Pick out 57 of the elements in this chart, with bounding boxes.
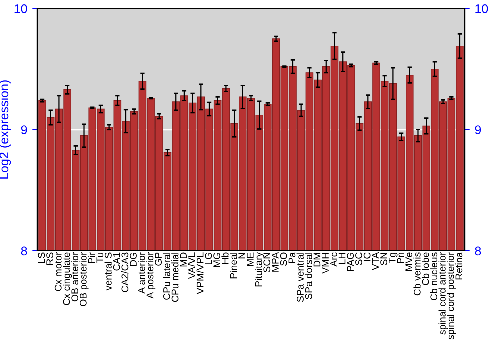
x-tick-label: SC xyxy=(356,252,362,266)
x-tick-label: SPa dorsal xyxy=(305,252,312,300)
x-tick-label: MG xyxy=(214,253,220,268)
x-tick-label: CA1 xyxy=(113,252,120,271)
x-tick-label: Retina xyxy=(455,252,463,280)
x-tick-label: Cx cingulate xyxy=(63,252,72,306)
x-tick-label: Pir xyxy=(88,252,96,264)
x-tick-label: VTA xyxy=(372,252,380,270)
x-tick-label: spinal cord anterior xyxy=(438,252,448,335)
x-tick-label: Cb vermis xyxy=(414,252,421,296)
x-tick-label: SPa ventral xyxy=(296,252,304,302)
y-tick-label: 8 xyxy=(21,246,28,256)
x-tick-label: Tu xyxy=(96,252,104,264)
x-tick-label: CA2/CA3 xyxy=(121,252,129,292)
x-tick-label: OB anterior xyxy=(71,252,79,302)
x-tick-label: A posterior xyxy=(146,252,156,299)
y2-tick-label: 8 xyxy=(475,246,482,256)
x-tick-label: ventral S xyxy=(104,252,112,291)
y2-tick-label: 9 xyxy=(475,126,482,134)
x-tick-label: Arc xyxy=(330,252,338,267)
x-tick-label: SCN xyxy=(264,253,271,272)
x-tick-label: IC xyxy=(364,252,371,262)
x-tick-label: CPu medial xyxy=(172,252,179,302)
x-tick-label: Pituitary xyxy=(255,252,264,287)
y-tick-label: 9 xyxy=(21,126,28,134)
x-tick-label: CPu lateral xyxy=(163,252,170,300)
x-tick-label: Tg xyxy=(389,252,398,264)
y2-tick-label: 10 xyxy=(476,4,488,14)
x-tick-label: A anterior xyxy=(138,252,146,294)
x-tick-label: RS xyxy=(46,252,54,266)
x-tick-label: N xyxy=(238,253,246,259)
x-tick-label: MD xyxy=(180,252,187,267)
x-tick-label: VMH xyxy=(322,253,329,274)
x-tick-label: OB posterior xyxy=(80,252,89,306)
x-tick-label: Cx motor xyxy=(54,252,62,292)
x-tick-label: GP xyxy=(155,252,162,266)
x-tick-label: Cb nucleus xyxy=(430,252,438,300)
y-tick-label: 10 xyxy=(14,4,28,14)
x-tick-label: Cb lobe xyxy=(422,252,430,286)
x-tick-label: Pa xyxy=(288,252,296,264)
x-tick-label: LH xyxy=(338,253,346,264)
x-tick-label: LS xyxy=(38,252,46,264)
x-tick-label: LG xyxy=(205,253,212,265)
x-tick-label: DG xyxy=(130,253,137,266)
x-tick-label: SO xyxy=(280,252,288,266)
x-tick-label: DM xyxy=(314,253,321,267)
x-tick-label: MVe xyxy=(406,252,412,271)
x-tick-label: ME xyxy=(247,252,254,266)
x-tick-label: Hb xyxy=(222,252,229,264)
x-tick-label: spinal cord posterior xyxy=(447,252,456,340)
x-tick-label: SN xyxy=(380,253,388,266)
x-tick-label: VA/VL xyxy=(188,252,196,280)
x-tick-label: Pineal xyxy=(230,252,238,279)
x-tick-label: VPM/VPL xyxy=(196,252,204,294)
x-tick-label: PAG xyxy=(347,253,354,272)
x-tick-label: Pn xyxy=(397,252,404,264)
x-tick-label: MPA xyxy=(272,252,279,272)
